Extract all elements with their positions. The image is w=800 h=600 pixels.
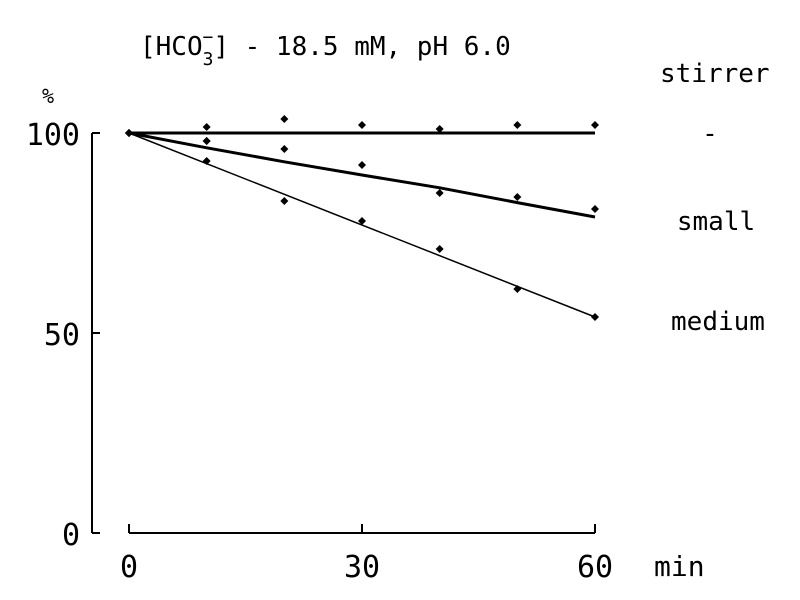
x-tick-label: 0 — [120, 550, 138, 585]
x-axis-label: min — [654, 550, 705, 583]
data-point — [202, 123, 211, 131]
y-tick-label: 100 — [26, 118, 80, 153]
data-point — [591, 121, 599, 129]
data-point — [125, 129, 133, 137]
x-tick-label: 60 — [577, 550, 613, 585]
data-point — [513, 285, 522, 293]
series-label: small — [677, 207, 755, 237]
data-point — [591, 205, 599, 213]
data-point — [358, 121, 366, 129]
data-point — [435, 245, 444, 253]
y-axis-label: % — [42, 84, 54, 108]
data-point — [435, 125, 444, 133]
data-point — [280, 197, 289, 205]
fit-line-small — [128, 131, 596, 219]
legend-title: stirrer — [660, 59, 770, 89]
data-point — [202, 137, 211, 145]
chart-title: [HCO3−] - 18.5 mM, pH 6.0 — [140, 27, 511, 70]
series-label: medium — [671, 307, 765, 337]
data-point — [435, 189, 444, 197]
data-point — [358, 217, 366, 225]
data-point — [513, 193, 522, 201]
axes: 0 50 100 0 30 60 — [26, 118, 613, 585]
x-tick-label: 30 — [344, 550, 380, 585]
y-tick-label: 0 — [62, 518, 80, 553]
data-point — [202, 157, 211, 165]
data-point — [513, 121, 522, 129]
y-tick-label: 50 — [44, 318, 80, 353]
series-label: - — [702, 119, 718, 149]
data-point — [280, 115, 289, 123]
data-point — [280, 145, 289, 153]
data-point — [358, 161, 366, 169]
plot-marks: - small medium — [125, 115, 765, 337]
data-point — [591, 313, 599, 321]
